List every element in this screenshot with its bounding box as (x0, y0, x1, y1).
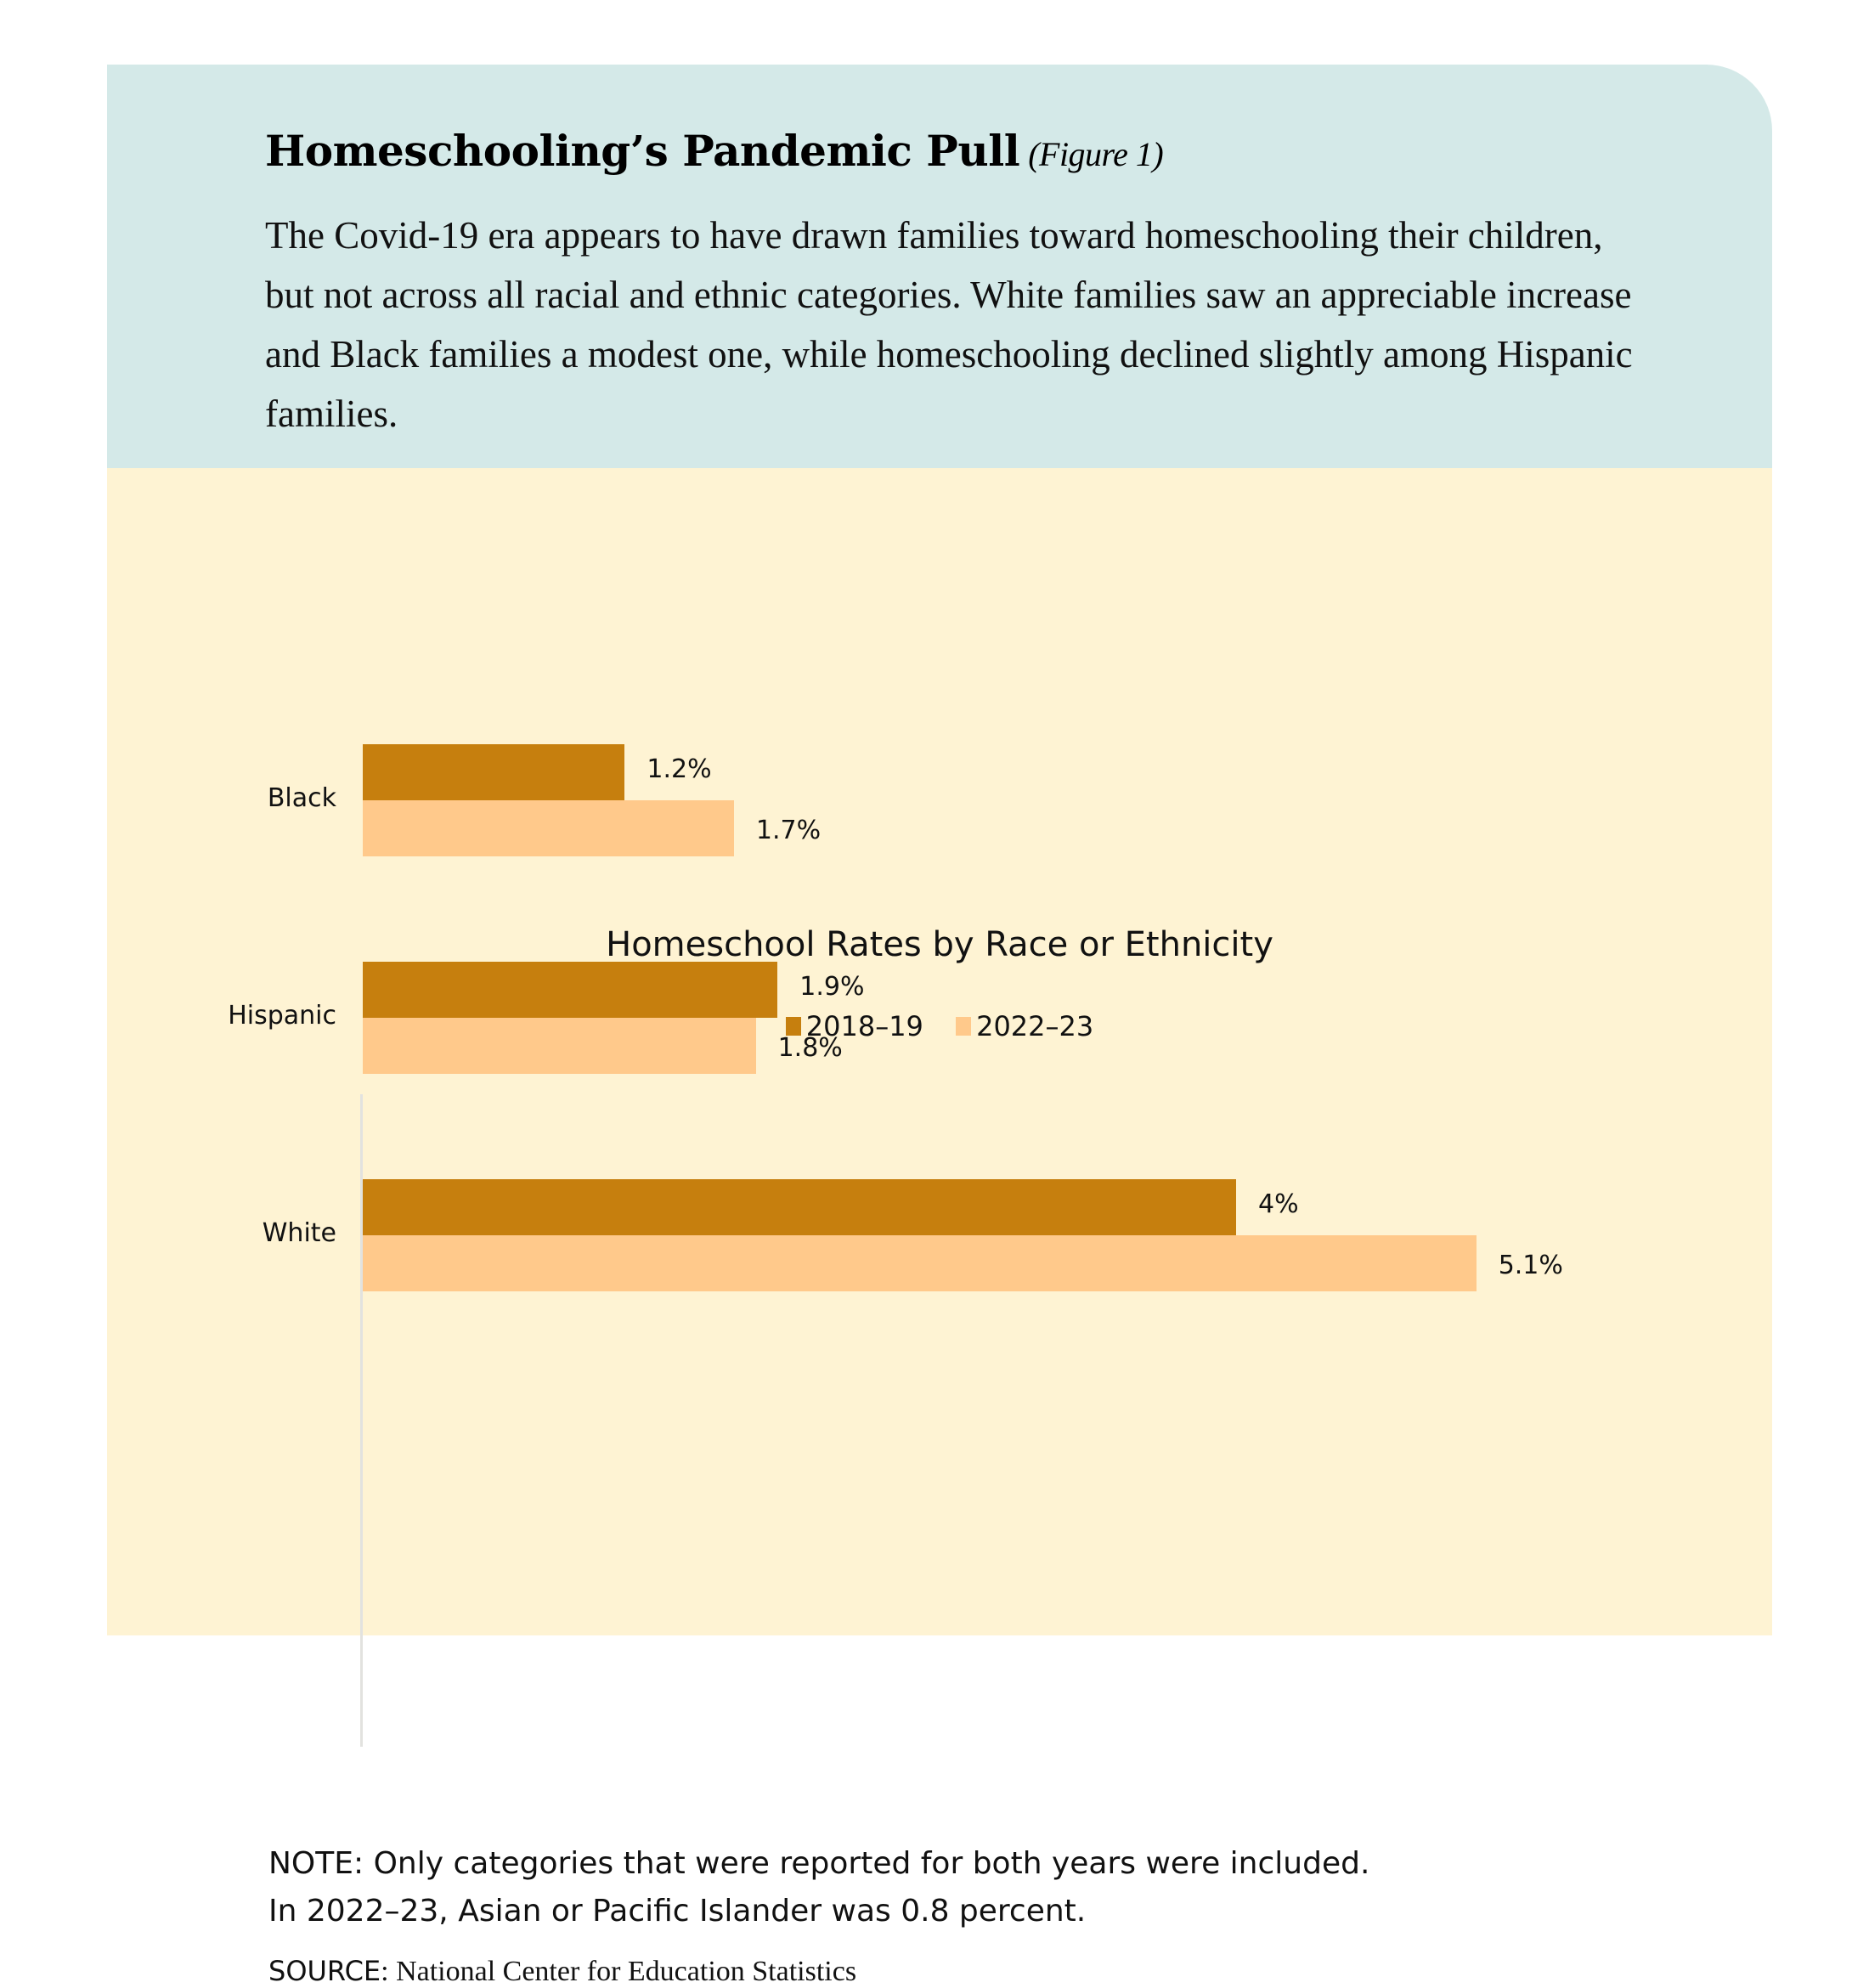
source-text: : National Center for Education Statisti… (381, 1956, 857, 1987)
value-label: 1.2% (647, 754, 712, 784)
figure-panel: Homeschooling’s Pandemic Pull (Figure 1) … (107, 65, 1772, 1987)
legend-item-2022-23: 2022–23 (956, 1010, 1093, 1042)
chart-source: SOURCE: National Center for Education St… (268, 1955, 856, 1988)
legend: 2018–19 2022–23 (107, 1010, 1772, 1042)
figure-header: Homeschooling’s Pandemic Pull (Figure 1) … (107, 65, 1772, 468)
chart-note: NOTE: Only categories that were reported… (268, 1840, 1713, 1935)
note-line-2: In 2022–23, Asian or Pacific Islander wa… (268, 1894, 1087, 1929)
title-text: Homeschooling’s Pandemic Pull (265, 126, 1020, 176)
bar-black-201819 (363, 744, 625, 800)
figure-label: (Figure 1) (1028, 135, 1164, 173)
bar-black-202223 (363, 800, 734, 856)
category-label-black: Black (267, 783, 336, 813)
value-label: 4% (1258, 1189, 1299, 1219)
bar-hispanic-202223 (363, 1018, 756, 1074)
figure-description: The Covid-19 era appears to have drawn f… (265, 214, 1633, 435)
legend-swatch-2018-19 (785, 1017, 801, 1036)
legend-label: 2018–19 (805, 1010, 923, 1042)
y-axis-line (360, 1094, 363, 1747)
chart-title: Homeschool Rates by Race or Ethnicity (606, 925, 1273, 964)
bar-hispanic-201819 (363, 962, 778, 1018)
bar-white-201819 (363, 1179, 1236, 1235)
figure-title: Homeschooling’s Pandemic Pull (Figure 1) (265, 126, 1164, 176)
note-line-1: NOTE: Only categories that were reported… (268, 1846, 1370, 1881)
chart-area: Homeschool Rates by Race or Ethnicity 20… (107, 468, 1772, 1987)
value-label: 1.7% (755, 816, 822, 845)
bar-white-202223 (363, 1235, 1477, 1291)
value-label: 5.1% (1498, 1251, 1563, 1280)
category-label-hispanic: Hispanic (228, 1001, 336, 1031)
source-label: SOURCE (268, 1955, 381, 1987)
legend-label: 2022–23 (976, 1010, 1094, 1042)
legend-item-2018-19: 2018–19 (785, 1010, 923, 1042)
category-label-white: White (262, 1218, 336, 1248)
value-label: 1.8% (777, 1033, 843, 1063)
legend-swatch-2022-23 (956, 1017, 972, 1036)
value-label: 1.9% (799, 972, 865, 1002)
